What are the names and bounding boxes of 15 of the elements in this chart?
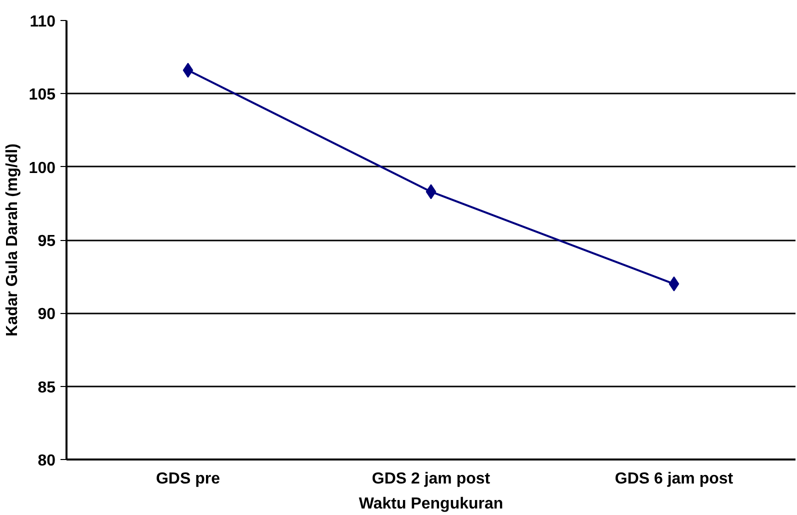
y-tick-label: 85 <box>38 379 56 396</box>
y-axis-title: Kadar Gula Darah (mg/dl) <box>4 144 21 336</box>
y-tick-label: 110 <box>30 14 56 30</box>
y-tick-label: 95 <box>38 233 56 250</box>
y-tick-label: 100 <box>28 160 56 177</box>
x-tick-label: GDS pre <box>156 470 220 488</box>
point <box>182 62 194 78</box>
y-tick-label: 105 <box>28 86 56 104</box>
point <box>426 184 436 200</box>
y-tick-label: 90 <box>38 306 56 324</box>
x-tick-label: GDS 2 jam post <box>372 470 491 488</box>
point <box>668 276 680 292</box>
x-tick-label: GDS 6 jam post <box>614 470 734 488</box>
x-axis-title: Waktu Pengukuran <box>358 496 504 512</box>
y-tick-label: 80 <box>38 452 56 470</box>
